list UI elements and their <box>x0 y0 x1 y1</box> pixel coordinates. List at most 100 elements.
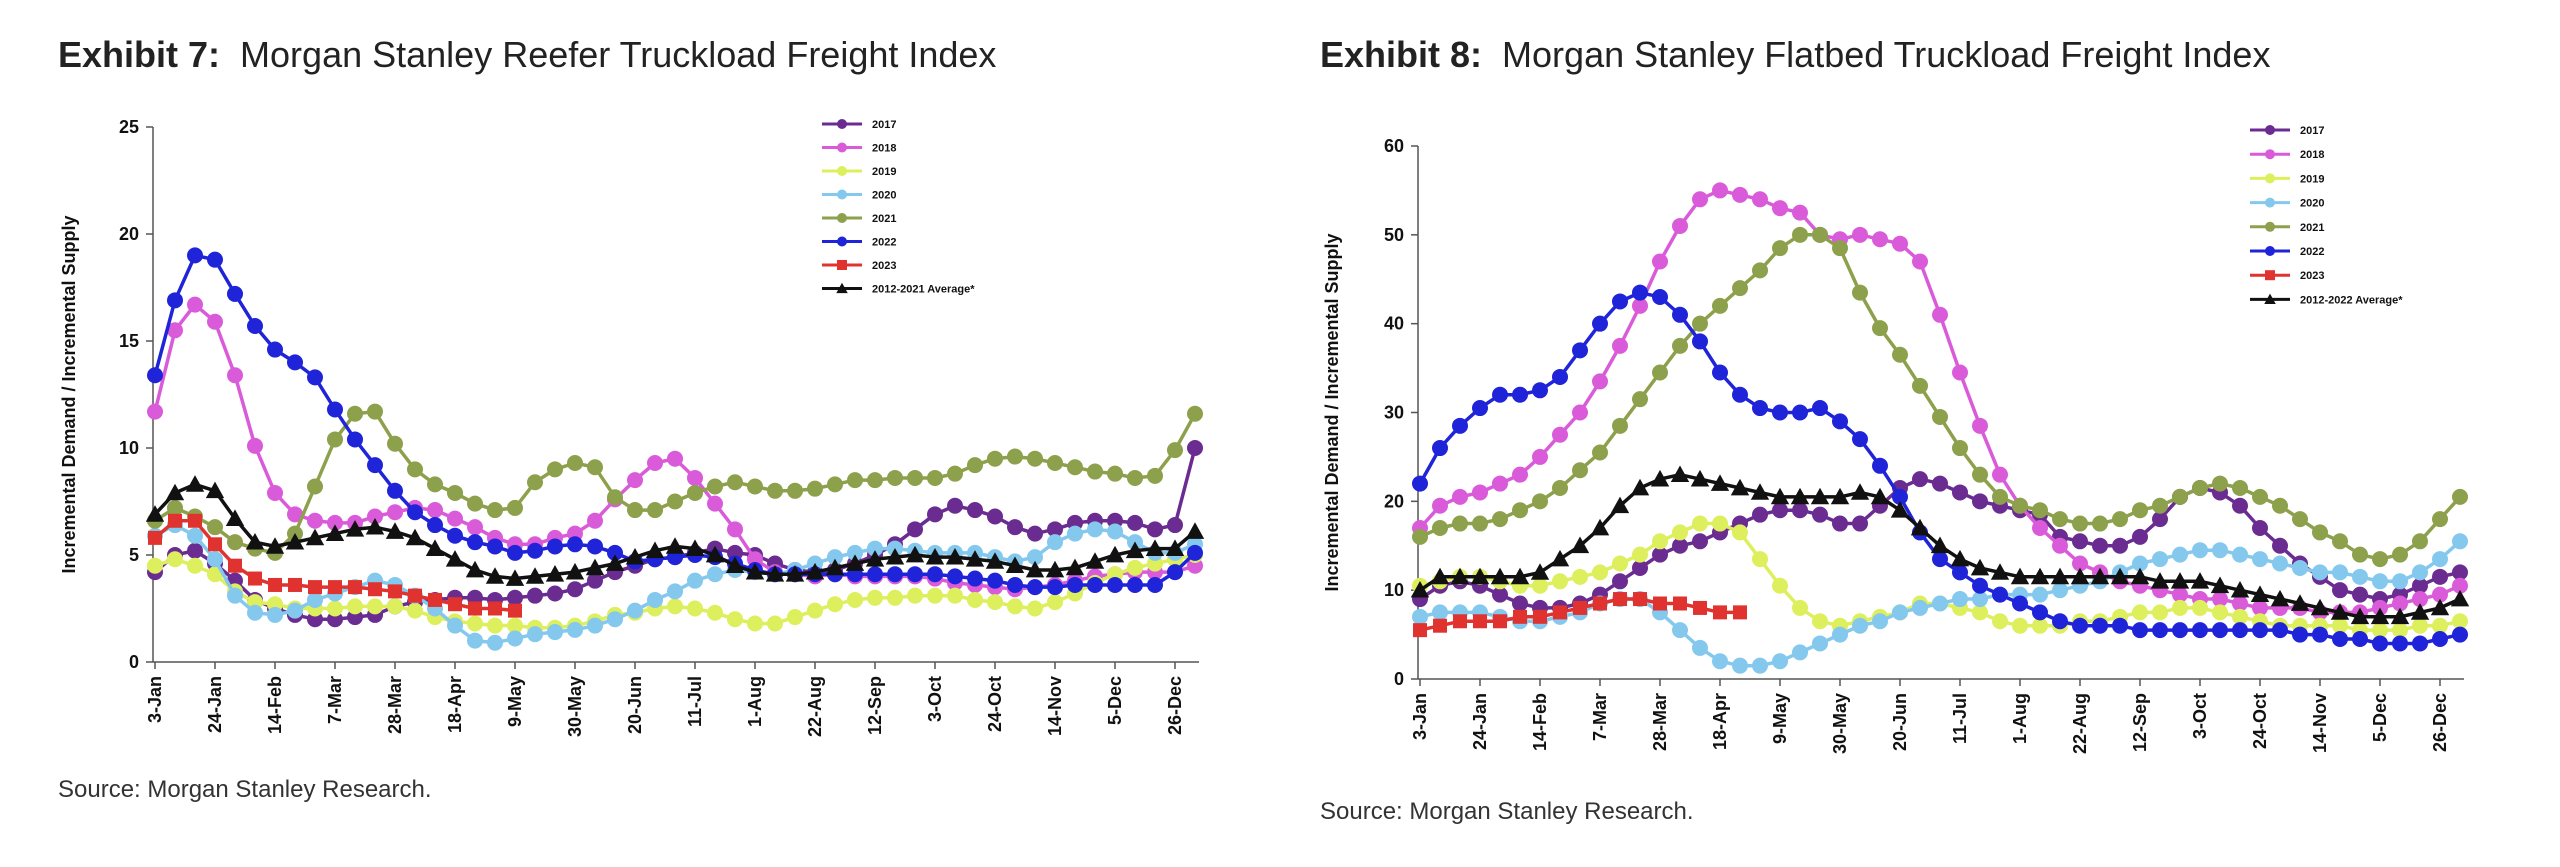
chart1-data-point <box>1792 599 1808 616</box>
chart0-data-point <box>387 435 403 452</box>
chart1-y-tick-label: 0 <box>1394 669 1404 689</box>
chart1-data-point <box>1732 657 1748 674</box>
chart1-data-point <box>1512 502 1528 519</box>
chart0-series-4 <box>147 403 1203 561</box>
chart0-data-point <box>767 482 783 499</box>
chart0-data-point <box>1005 556 1025 574</box>
chart0-data-point <box>227 587 243 604</box>
chart1-data-point <box>1832 413 1848 430</box>
chart0-data-point <box>567 581 583 598</box>
chart1-data-point <box>1912 253 1928 270</box>
chart1-data-point <box>1733 605 1747 620</box>
exhibit-8-label: Exhibit 8: <box>1320 34 1483 75</box>
chart1-data-point <box>2170 572 2190 589</box>
chart1-data-point <box>1650 469 1670 487</box>
chart0-data-point <box>785 565 805 582</box>
chart0-data-point <box>967 570 983 587</box>
chart0-data-point <box>867 589 883 606</box>
chart0-data-point <box>1007 576 1023 593</box>
chart1-data-point <box>1612 573 1628 590</box>
chart1-data-point <box>1592 564 1608 581</box>
chart1-data-point <box>1932 551 1948 568</box>
chart1-series-2 <box>1412 515 2468 639</box>
chart1-data-point <box>2250 585 2270 602</box>
chart1-data-point <box>2072 617 2088 634</box>
chart1-data-point <box>1512 386 1528 403</box>
chart0-data-point <box>1027 549 1043 566</box>
chart0-x-tick-label: 3-Oct <box>925 676 945 722</box>
chart0-data-point <box>485 567 505 584</box>
chart0-legend-label: 2021 <box>872 213 896 225</box>
chart1-x-tick-label: 3-Jan <box>1410 693 1430 740</box>
chart0-data-point <box>547 461 563 478</box>
chart0-data-point <box>327 401 343 418</box>
chart1-data-point <box>1652 546 1668 563</box>
chart1-data-point <box>1812 635 1828 652</box>
chart0-data-point <box>947 465 963 482</box>
chart1-data-point <box>2232 608 2248 625</box>
chart1-data-point <box>2010 567 2030 585</box>
chart0-x-tick-label: 9-May <box>505 676 525 727</box>
chart0-data-point <box>207 519 223 536</box>
chart1-data-point <box>1453 614 1467 629</box>
chart1-data-point <box>1790 487 1810 505</box>
chart1-data-point <box>1772 653 1788 670</box>
chart1-data-point <box>2372 551 2388 568</box>
chart0-y-tick-label: 15 <box>119 331 139 351</box>
chart1-data-point <box>1430 567 1450 585</box>
chart1-data-point <box>1932 306 1948 323</box>
chart0-data-point <box>228 558 242 573</box>
chart0-data-point <box>345 520 365 537</box>
chart1-data-point <box>2212 591 2228 608</box>
chart0-data-point <box>945 547 965 565</box>
chart1-data-point <box>1932 475 1948 492</box>
chart1-data-point <box>2112 537 2128 554</box>
chart1-data-point <box>1812 613 1828 630</box>
chart0-legend-marker <box>837 142 847 153</box>
chart1-data-point <box>1633 592 1647 607</box>
chart0-data-point <box>287 602 303 619</box>
chart0-x-tick-label: 28-Mar <box>385 676 405 734</box>
chart0-data-point <box>647 454 663 471</box>
chart1-data-point <box>1532 577 1548 594</box>
chart1-data-point <box>2072 555 2088 572</box>
chart1-data-point <box>2292 559 2308 576</box>
chart0-data-point <box>487 634 503 651</box>
chart0-data-point <box>707 566 723 583</box>
chart1-data-point <box>1752 191 1768 208</box>
chart0-data-point <box>667 450 683 467</box>
chart0-data-point <box>887 469 903 486</box>
chart1-data-point <box>1672 537 1688 554</box>
chart1-data-point <box>2152 511 2168 528</box>
chart1-legend-label: 2023 <box>2300 270 2324 282</box>
chart0-legend-marker <box>837 189 847 200</box>
chart0-data-point <box>1107 523 1123 540</box>
chart1-data-point <box>1710 474 1730 491</box>
chart1-data-point <box>1433 618 1447 633</box>
chart1-data-point <box>1810 487 1830 505</box>
chart1-data-point <box>2332 533 2348 550</box>
chart0-data-point <box>207 251 223 268</box>
chart0-data-point <box>207 566 223 583</box>
chart1-data-point <box>1592 315 1608 332</box>
chart1-data-point <box>2032 604 2048 621</box>
chart1-data-point <box>2132 604 2148 621</box>
chart1-data-point <box>1852 284 1868 301</box>
chart1-data-point <box>1872 457 1888 474</box>
chart0-data-point <box>325 524 345 541</box>
chart0-data-point <box>667 583 683 600</box>
chart0-data-point <box>285 532 305 550</box>
chart0-data-point <box>447 617 463 634</box>
chart1-data-point <box>1572 342 1588 359</box>
chart1-data-point <box>2352 586 2368 603</box>
chart1-data-point <box>1513 609 1527 624</box>
chart0-data-point <box>427 502 443 519</box>
chart1-data-point <box>2352 568 2368 585</box>
chart0-data-point <box>1087 463 1103 480</box>
chart0-data-point <box>207 551 223 568</box>
chart1-data-point <box>1492 511 1508 528</box>
chart0-data-point <box>287 354 303 371</box>
chart1-data-point <box>2190 572 2210 589</box>
chart0-data-point <box>867 472 883 489</box>
chart0-legend-marker <box>837 236 847 247</box>
